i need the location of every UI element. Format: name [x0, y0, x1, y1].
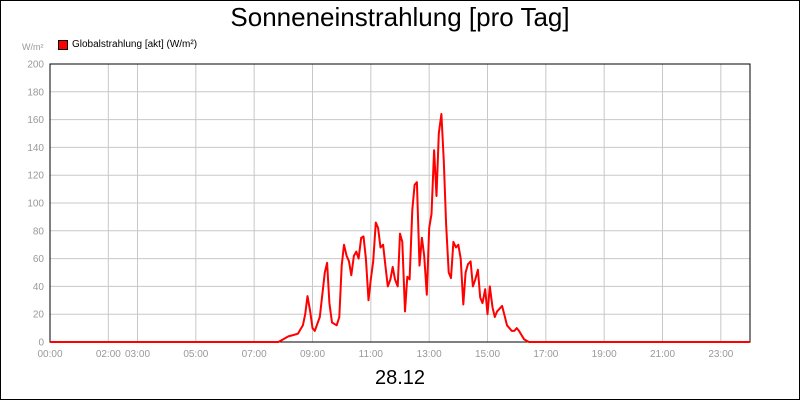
- y-tick-label: 200: [27, 60, 44, 71]
- y-tick-label: 20: [33, 310, 45, 321]
- y-tick-label: 140: [27, 143, 44, 154]
- legend-swatch: [58, 39, 68, 50]
- grid: [49, 63, 750, 343]
- x-tick-label: 23:00: [708, 349, 733, 360]
- x-tick-label: 05:00: [183, 349, 208, 360]
- x-tick-label: 15:00: [475, 349, 500, 360]
- x-tick-label: 00:00: [37, 349, 62, 360]
- x-tick-label: 11:00: [359, 349, 384, 360]
- y-tick-label: 100: [27, 199, 44, 210]
- x-tick-label: 03:00: [125, 349, 150, 360]
- y-tick-label: 120: [27, 171, 44, 182]
- x-tick-label: 19:00: [592, 349, 617, 360]
- chart-title: Sonneneinstrahlung [pro Tag]: [230, 2, 570, 32]
- y-tick-label: 40: [33, 282, 45, 293]
- x-tick-label: 02:00: [96, 349, 121, 360]
- x-tick-label: 07:00: [242, 349, 267, 360]
- plot-area-border: [49, 63, 751, 343]
- x-axis: 00:00 02:00 03:00 05:00 07:00 09:00 11:00 13:00…: [37, 349, 733, 360]
- y-tick-label: 0: [38, 338, 44, 349]
- series-layer: [50, 113, 750, 343]
- y-axis: 0 20 40 60 80 100 120 140 160 180 200: [27, 60, 44, 349]
- y-tick-label: 180: [27, 87, 44, 98]
- x-tick-label: 17:00: [533, 349, 558, 360]
- y-tick-label: 80: [33, 226, 45, 237]
- legend: Globalstrahlung [akt] (W/m²): [58, 39, 197, 50]
- x-tick-label: 13:00: [417, 349, 442, 360]
- date-label: 28.12: [374, 367, 426, 389]
- series-line-0: [50, 113, 750, 343]
- legend-label: Globalstrahlung [akt] (W/m²): [72, 39, 198, 50]
- x-tick-label: 09:00: [300, 349, 325, 360]
- y-axis-unit-label: W/m²: [22, 42, 44, 52]
- x-tick-label: 21:00: [650, 349, 675, 360]
- y-tick-label: 60: [33, 254, 45, 265]
- y-tick-label: 160: [27, 115, 44, 126]
